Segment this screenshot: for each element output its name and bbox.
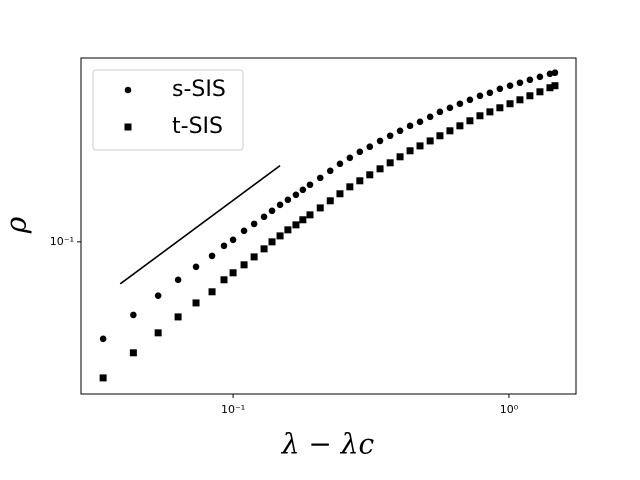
circle-marker xyxy=(426,113,434,121)
circle-marker xyxy=(506,82,514,90)
square-marker xyxy=(536,88,544,96)
circle-marker xyxy=(268,207,276,215)
circle-marker xyxy=(551,69,559,77)
square-marker xyxy=(268,238,276,246)
square-marker xyxy=(551,82,559,90)
square-marker xyxy=(456,122,464,130)
circle-marker xyxy=(526,76,534,84)
circle-marker xyxy=(456,100,464,108)
circle-marker xyxy=(229,236,237,244)
circle-marker xyxy=(446,104,454,112)
square-marker xyxy=(516,96,524,104)
circle-marker xyxy=(416,118,424,126)
circle-marker xyxy=(376,137,384,145)
circle-marker xyxy=(346,154,354,162)
plot-frame xyxy=(80,57,577,395)
circle-marker xyxy=(299,186,307,194)
circle-marker xyxy=(208,252,216,260)
square-marker xyxy=(406,147,414,155)
legend-marker xyxy=(124,123,132,131)
circle-marker xyxy=(292,191,300,199)
square-marker xyxy=(260,245,268,253)
square-marker xyxy=(229,269,237,277)
square-marker xyxy=(486,108,494,116)
circle-marker xyxy=(99,335,107,343)
circle-marker xyxy=(240,227,248,235)
square-marker xyxy=(220,276,228,284)
y-tick-label: 10⁻¹ xyxy=(50,235,74,248)
square-marker xyxy=(174,313,182,321)
square-marker xyxy=(154,329,162,337)
x-axis-label: λ − λc xyxy=(281,428,375,461)
square-marker xyxy=(526,92,534,100)
square-marker xyxy=(336,190,344,198)
circle-marker xyxy=(220,242,228,250)
circle-marker xyxy=(276,201,284,209)
legend-label: s-SIS xyxy=(172,77,226,102)
legend-label: t-SIS xyxy=(172,114,223,139)
square-marker xyxy=(416,142,424,150)
circle-marker xyxy=(396,127,404,135)
square-marker xyxy=(129,349,137,357)
x-tick-label: 10⁻¹ xyxy=(221,403,245,416)
circle-marker xyxy=(406,122,414,130)
square-marker xyxy=(284,226,292,234)
circle-marker xyxy=(326,167,334,175)
circle-marker xyxy=(486,89,494,97)
square-marker xyxy=(326,197,334,205)
square-marker xyxy=(396,153,404,161)
square-marker xyxy=(386,159,394,167)
square-marker xyxy=(376,165,384,173)
circle-marker xyxy=(476,92,484,100)
square-marker xyxy=(192,299,200,307)
square-marker xyxy=(99,374,107,382)
circle-marker xyxy=(536,73,544,81)
square-marker xyxy=(316,204,324,212)
circle-marker xyxy=(436,108,444,116)
circle-marker xyxy=(284,196,292,204)
square-marker xyxy=(276,232,284,240)
circle-marker xyxy=(130,311,137,319)
circle-marker xyxy=(386,132,394,140)
y-axis-label: ρ xyxy=(0,216,33,234)
circle-marker xyxy=(192,263,200,271)
circle-marker xyxy=(306,181,314,189)
circle-marker xyxy=(466,96,474,104)
square-marker xyxy=(292,221,300,229)
square-marker xyxy=(356,177,364,185)
square-marker xyxy=(250,253,258,261)
circle-marker xyxy=(496,85,504,93)
square-marker xyxy=(506,100,514,108)
circle-marker xyxy=(366,143,374,151)
square-marker xyxy=(436,132,444,140)
circle-marker xyxy=(356,148,364,156)
circle-marker xyxy=(250,220,258,228)
square-marker xyxy=(476,112,484,120)
square-marker xyxy=(306,211,314,219)
square-marker xyxy=(546,84,554,92)
square-marker xyxy=(299,216,307,224)
square-marker xyxy=(466,117,474,125)
x-tick-label: 10⁰ xyxy=(500,403,519,416)
circle-marker xyxy=(336,160,344,168)
circle-marker xyxy=(154,292,162,300)
circle-marker xyxy=(260,213,268,221)
square-marker xyxy=(426,137,434,145)
square-marker xyxy=(346,183,354,191)
square-marker xyxy=(446,127,454,135)
square-marker xyxy=(240,261,248,269)
square-marker xyxy=(208,288,216,296)
circle-marker xyxy=(546,70,554,78)
circle-marker xyxy=(516,79,524,87)
reference-line xyxy=(119,164,281,285)
legend-marker xyxy=(124,86,132,94)
circle-marker xyxy=(174,276,182,284)
square-marker xyxy=(496,104,504,112)
circle-marker xyxy=(316,174,324,182)
square-marker xyxy=(366,171,374,179)
